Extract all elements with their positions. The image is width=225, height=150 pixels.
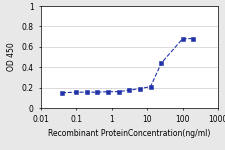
Y-axis label: OD 450: OD 450 <box>7 43 16 71</box>
X-axis label: Recombinant ProteinConcentration(ng/ml): Recombinant ProteinConcentration(ng/ml) <box>48 129 211 138</box>
